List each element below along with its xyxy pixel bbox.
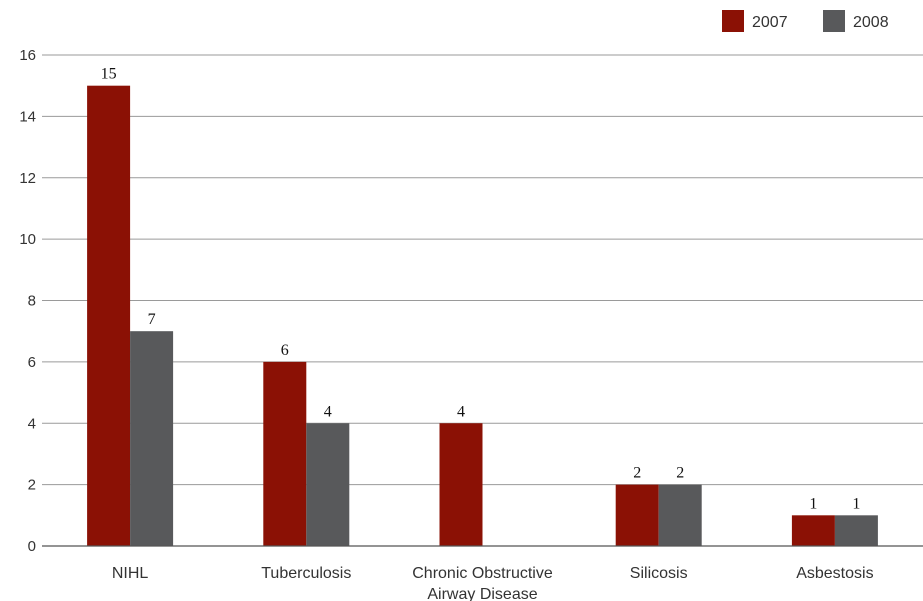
- x-tick-label: NIHL: [112, 565, 149, 582]
- y-tick-label: 0: [28, 538, 36, 555]
- x-tick-label: Tuberculosis: [261, 565, 351, 582]
- y-tick-label: 14: [19, 108, 36, 125]
- bar-2008: [130, 331, 174, 546]
- bar-2008: [834, 515, 878, 546]
- data-label-2008: 4: [324, 403, 332, 420]
- gridlines: [42, 54, 923, 486]
- data-label-2007: 4: [457, 403, 465, 420]
- y-tick-label: 4: [28, 415, 36, 432]
- data-label-2007: 15: [101, 66, 117, 83]
- data-label-2008: 7: [148, 311, 156, 328]
- y-tick-label: 12: [19, 170, 36, 187]
- y-tick-label: 6: [28, 354, 36, 371]
- x-tick-label: Asbestosis: [796, 565, 873, 582]
- y-tick-label: 10: [19, 231, 36, 248]
- bars: [87, 85, 878, 546]
- chart-legend: 2007 2008: [722, 10, 889, 32]
- bar-2007: [615, 484, 659, 546]
- x-tick-label: Chronic Obstructive: [412, 565, 553, 582]
- bar-2007: [263, 361, 307, 546]
- bar-2007: [87, 85, 131, 546]
- legend-swatch-2007: [722, 10, 744, 32]
- bar-2008: [306, 423, 350, 546]
- data-label-2007: 1: [809, 495, 817, 512]
- y-tick-label: 8: [28, 293, 36, 310]
- legend-swatch-2008: [823, 10, 845, 32]
- x-axis: NIHL Tuberculosis Chronic Obstructive Airwa…: [42, 545, 923, 601]
- y-tick-label: 2: [28, 477, 36, 494]
- x-tick-label: Airway Disease: [427, 586, 537, 601]
- bar-2008: [658, 484, 702, 546]
- y-axis: 0 2 4 6 8 10 12 14 16: [19, 47, 36, 555]
- bar-2007: [439, 423, 483, 546]
- data-label-2008: 2: [676, 465, 684, 482]
- legend-label: 2007: [752, 14, 788, 31]
- data-label-2008: 1: [852, 495, 860, 512]
- bar-2007: [791, 515, 835, 546]
- x-tick-label: Silicosis: [630, 565, 688, 582]
- data-label-2007: 6: [281, 342, 289, 359]
- data-labels: 15 7 6 4 4 2 2 1 1: [101, 66, 861, 513]
- data-label-2007: 2: [633, 465, 641, 482]
- legend-label: 2008: [853, 14, 889, 31]
- y-tick-label: 16: [19, 47, 36, 64]
